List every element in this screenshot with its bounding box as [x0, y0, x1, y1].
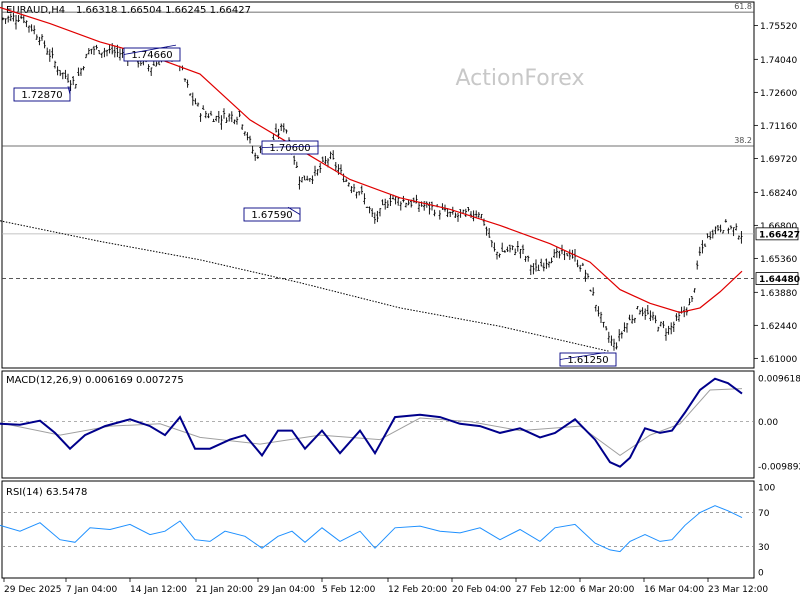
y-tick-label: 1.65360 — [760, 255, 797, 265]
rsi-tick-label: 100 — [758, 484, 775, 494]
swing-label-leader — [559, 352, 606, 360]
swing-label-leader — [123, 44, 177, 55]
rsi-panel — [1, 480, 755, 579]
macd-tick-label: 0.009618 — [758, 375, 800, 385]
y-axis-labels: 1.75520 1.74040 1.72600 1.71160 1.69720 1.682… — [754, 22, 800, 365]
y-tick-label: 1.63880 — [760, 289, 797, 299]
symbol-label: EURAUD,H4 — [6, 5, 65, 16]
annotations-layer: 1.72870 1.74660 1.70600 1.67590 1.61250 — [13, 44, 617, 367]
y-tick-label: 1.66800 — [760, 222, 797, 232]
macd-main-line — [0, 377, 743, 468]
macd-title: MACD(12,26,9) 0.006169 0.007275 — [6, 375, 184, 386]
x-tick-label: 7 Jan 04:00 — [66, 585, 118, 595]
y-tick-label: 1.69720 — [760, 155, 797, 165]
slow-ma-line — [0, 220, 611, 352]
y-tick-label: 1.62440 — [760, 322, 797, 332]
price-tag-box — [755, 227, 799, 241]
candles-layer — [1, 12, 743, 351]
swing-label-leader — [287, 206, 301, 215]
x-tick-label: 12 Feb 20:00 — [388, 585, 447, 595]
swing-label-leader — [67, 86, 71, 95]
ohlc-values: 1.66318 1.66504 1.66245 1.66427 — [76, 5, 251, 16]
rsi-layer: 100 70 30 0 — [0, 484, 775, 579]
price-tag-text: 1.64480 — [759, 275, 800, 285]
macd-tick-label: -0.009892 — [758, 463, 800, 473]
x-tick-label: 16 Mar 04:00 — [644, 585, 704, 595]
fib-level-label: 38.2 — [734, 136, 752, 145]
price-tag-text: 1.66427 — [759, 230, 800, 240]
y-tick-label: 1.75520 — [760, 22, 797, 32]
x-axis-labels: 29 Dec 2025 7 Jan 04:00 14 Jan 12:00 21 Jan… — [3, 578, 768, 595]
rsi-tick-label: 30 — [758, 543, 770, 553]
y-tick-label: 1.72600 — [760, 89, 797, 99]
rsi-tick-label: 70 — [758, 509, 770, 519]
slow-ma-layer — [0, 220, 611, 352]
swing-label-text: 1.61250 — [567, 355, 608, 366]
price-panel — [1, 1, 755, 369]
x-tick-label: 6 Mar 20:00 — [580, 585, 635, 595]
swing-label-leader — [261, 145, 319, 148]
macd-layer: 0.009618 0.00 -0.009892 — [0, 375, 800, 473]
x-tick-label: 27 Feb 12:00 — [516, 585, 575, 595]
fib-level-label: 61.8 — [734, 2, 752, 11]
x-tick-label: 23 Mar 12:00 — [708, 585, 768, 595]
macd-panel — [1, 370, 755, 479]
x-tick-label: 20 Feb 04:00 — [452, 585, 511, 595]
y-tick-label: 1.71160 — [760, 122, 797, 132]
swing-label-text: 1.74660 — [131, 50, 172, 61]
x-tick-label: 29 Jan 04:00 — [258, 585, 315, 595]
x-tick-label: 21 Jan 20:00 — [196, 585, 253, 595]
swing-label-text: 1.67590 — [251, 210, 292, 221]
price-tag-box — [755, 272, 799, 285]
x-tick-label: 5 Feb 12:00 — [322, 585, 376, 595]
rsi-tick-label: 0 — [758, 569, 764, 579]
y-tick-label: 1.61000 — [760, 355, 797, 365]
rsi-title: RSI(14) 63.5478 — [6, 487, 87, 498]
y-tick-label: 1.74040 — [760, 56, 797, 66]
swing-label-text: 1.70600 — [269, 143, 310, 154]
x-tick-label: 29 Dec 2025 — [4, 585, 62, 595]
y-tick-label: 1.68240 — [760, 189, 797, 199]
watermark: ActionForex — [456, 66, 585, 91]
x-tick-label: 14 Jan 12:00 — [130, 585, 187, 595]
horizontal-levels: 61.8 38.2 — [2, 2, 754, 279]
macd-tick-label: 0.00 — [758, 418, 778, 428]
rsi-line — [0, 505, 743, 553]
swing-label-text: 1.72870 — [21, 90, 62, 101]
